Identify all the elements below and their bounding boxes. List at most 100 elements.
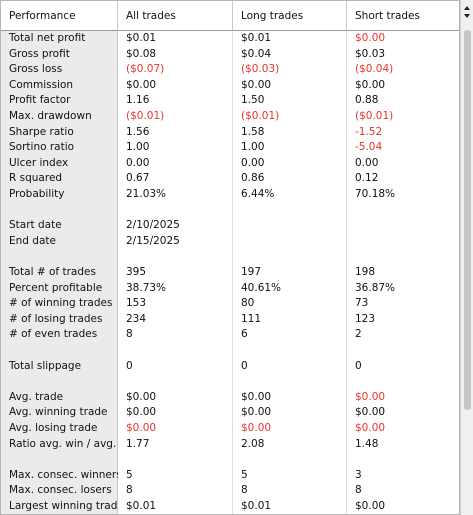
value-cell: ($0.04) bbox=[355, 63, 394, 76]
value-cell: 1.58 bbox=[241, 125, 265, 138]
value-cell: $0.01 bbox=[126, 500, 157, 512]
label-column bbox=[1, 31, 118, 514]
value-cell: $0.00 bbox=[241, 422, 272, 434]
row-label: Avg. losing trade bbox=[9, 422, 98, 434]
value-cell: 0.00 bbox=[355, 156, 379, 169]
column-divider bbox=[232, 31, 233, 514]
value-cell: 8 bbox=[126, 484, 133, 497]
row-label: Gross loss bbox=[9, 63, 63, 76]
row-label: Probability bbox=[9, 188, 65, 200]
value-cell: 0 bbox=[355, 359, 362, 372]
value-cell: 1.77 bbox=[126, 437, 150, 450]
value-cell: 5 bbox=[241, 468, 248, 481]
row-label: Sortino ratio bbox=[9, 141, 75, 154]
value-cell: 0.12 bbox=[355, 172, 379, 185]
value-cell: 234 bbox=[126, 312, 147, 325]
scrollbar-thumb[interactable] bbox=[464, 30, 471, 410]
row-label: Sharpe ratio bbox=[9, 125, 74, 138]
value-cell: ($0.03) bbox=[241, 63, 280, 76]
value-cell: 8 bbox=[126, 328, 133, 341]
value-cell: 2/15/2025 bbox=[126, 234, 180, 247]
value-cell: ($0.01) bbox=[126, 110, 165, 122]
row-label: Max. drawdown bbox=[9, 110, 92, 122]
sort-icon[interactable] bbox=[461, 4, 473, 24]
row-label: Max. consec. winners bbox=[9, 468, 118, 481]
value-cell: 2 bbox=[355, 328, 362, 341]
value-cell: -1.52 bbox=[355, 125, 383, 138]
value-cell: $0.00 bbox=[355, 32, 386, 44]
value-cell: 153 bbox=[126, 297, 147, 310]
row-label: Gross profit bbox=[9, 47, 70, 60]
value-cell: $0.00 bbox=[355, 500, 386, 512]
value-cell: $0.08 bbox=[126, 47, 157, 60]
column-header[interactable]: All trades bbox=[118, 1, 233, 31]
row-label: Ratio avg. win / avg. lo bbox=[9, 437, 118, 450]
value-cell: $0.01 bbox=[241, 500, 272, 512]
value-cell: 1.00 bbox=[241, 141, 265, 154]
value-cell: $0.04 bbox=[241, 47, 272, 60]
value-cell: 0 bbox=[126, 359, 133, 372]
value-cell: 36.87% bbox=[355, 281, 396, 294]
value-cell: $0.03 bbox=[355, 47, 386, 60]
value-cell: $0.00 bbox=[126, 78, 157, 91]
row-label: Profit factor bbox=[9, 94, 71, 107]
value-cell: 0.67 bbox=[126, 172, 150, 185]
value-cell: 38.73% bbox=[126, 281, 167, 294]
value-cell: -5.04 bbox=[355, 141, 383, 154]
value-cell: 5 bbox=[126, 468, 133, 481]
value-cell: 0.00 bbox=[241, 156, 265, 169]
value-cell: 123 bbox=[355, 312, 376, 325]
row-label: # of losing trades bbox=[9, 312, 103, 325]
value-cell: $0.00 bbox=[241, 78, 272, 91]
value-cell: 0 bbox=[241, 359, 248, 372]
value-cell: 2/10/2025 bbox=[126, 219, 180, 232]
row-label: Percent profitable bbox=[9, 281, 103, 294]
value-cell: 1.56 bbox=[126, 125, 150, 138]
column-header[interactable]: Performance bbox=[1, 1, 118, 31]
value-cell: $0.00 bbox=[355, 406, 386, 419]
value-cell: 0.88 bbox=[355, 94, 379, 107]
row-label: Total net profit bbox=[9, 32, 86, 44]
value-cell: ($0.01) bbox=[355, 110, 394, 122]
row-label: Total slippage bbox=[9, 359, 82, 372]
value-cell: 3 bbox=[355, 468, 362, 481]
row-label: # of even trades bbox=[9, 328, 98, 341]
value-cell: 395 bbox=[126, 266, 147, 278]
row-label: Max. consec. losers bbox=[9, 484, 112, 497]
value-cell: 111 bbox=[241, 312, 262, 325]
value-cell: 80 bbox=[241, 297, 255, 310]
row-label: # of winning trades bbox=[9, 297, 113, 310]
value-cell: 40.61% bbox=[241, 281, 282, 294]
value-cell: 1.50 bbox=[241, 94, 265, 107]
row-label: Largest winning trade bbox=[9, 500, 118, 512]
value-cell: 1.00 bbox=[126, 141, 150, 154]
value-cell: 6 bbox=[241, 328, 248, 341]
value-cell: $0.00 bbox=[355, 390, 386, 403]
column-header[interactable]: Short trades bbox=[347, 1, 459, 31]
value-cell: $0.01 bbox=[241, 32, 272, 44]
value-cell: 198 bbox=[355, 266, 376, 278]
value-cell: ($0.07) bbox=[126, 63, 165, 76]
value-cell: ($0.01) bbox=[241, 110, 280, 122]
value-cell: 8 bbox=[355, 484, 362, 497]
row-label: Avg. trade bbox=[9, 390, 64, 403]
value-cell: $0.00 bbox=[126, 422, 157, 434]
row-label: Total # of trades bbox=[9, 266, 96, 278]
value-cell: $0.00 bbox=[126, 390, 157, 403]
value-cell: 6.44% bbox=[241, 188, 275, 200]
value-cell: 21.03% bbox=[126, 188, 167, 200]
value-cell: 8 bbox=[241, 484, 248, 497]
column-header[interactable]: Long trades bbox=[233, 1, 347, 31]
value-cell: 197 bbox=[241, 266, 262, 278]
value-cell: 0.00 bbox=[126, 156, 150, 169]
value-cell: $0.00 bbox=[241, 390, 272, 403]
value-cell: $0.01 bbox=[126, 32, 157, 44]
row-label: Avg. winning trade bbox=[9, 406, 108, 419]
value-cell: 73 bbox=[355, 297, 369, 310]
row-label: R squared bbox=[9, 172, 63, 185]
row-label: Ulcer index bbox=[9, 156, 69, 169]
value-cell: 70.18% bbox=[355, 188, 396, 200]
scrollbar[interactable] bbox=[460, 0, 473, 515]
value-cell: 2.08 bbox=[241, 437, 265, 450]
